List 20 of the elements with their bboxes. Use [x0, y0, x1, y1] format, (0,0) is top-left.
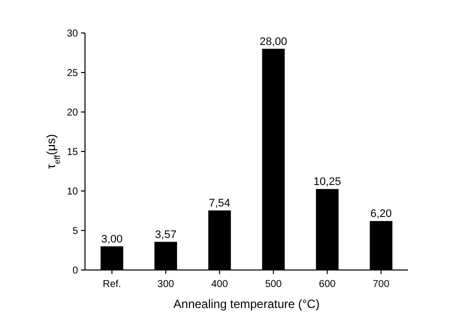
x-tick-label: 400: [211, 279, 228, 290]
y-tick-label: 0: [72, 266, 78, 276]
x-tick-label: 500: [265, 279, 282, 290]
y-tick-label: 5: [72, 226, 78, 237]
data-label: 3,57: [155, 228, 176, 241]
x-tick-label: Ref.: [102, 279, 122, 290]
data-label: 7,54: [208, 197, 230, 210]
y-tick-label: 10: [66, 186, 78, 198]
x-tick-label: 700: [372, 279, 390, 290]
data-label: 28,00: [260, 36, 288, 48]
y-tick-label: 15: [66, 147, 78, 158]
y-tick-label: 30: [66, 28, 78, 40]
y-tick-label: 25: [66, 68, 78, 79]
data-label: 10,25: [313, 176, 342, 188]
data-label: 3,00: [101, 233, 123, 246]
x-tick-label: 300: [157, 279, 175, 290]
x-axis-title: Annealing temperature (°C): [173, 297, 320, 311]
x-tick-label: 600: [318, 279, 336, 290]
y-tick-label: 20: [66, 108, 78, 118]
data-label: 6,20: [370, 208, 392, 220]
